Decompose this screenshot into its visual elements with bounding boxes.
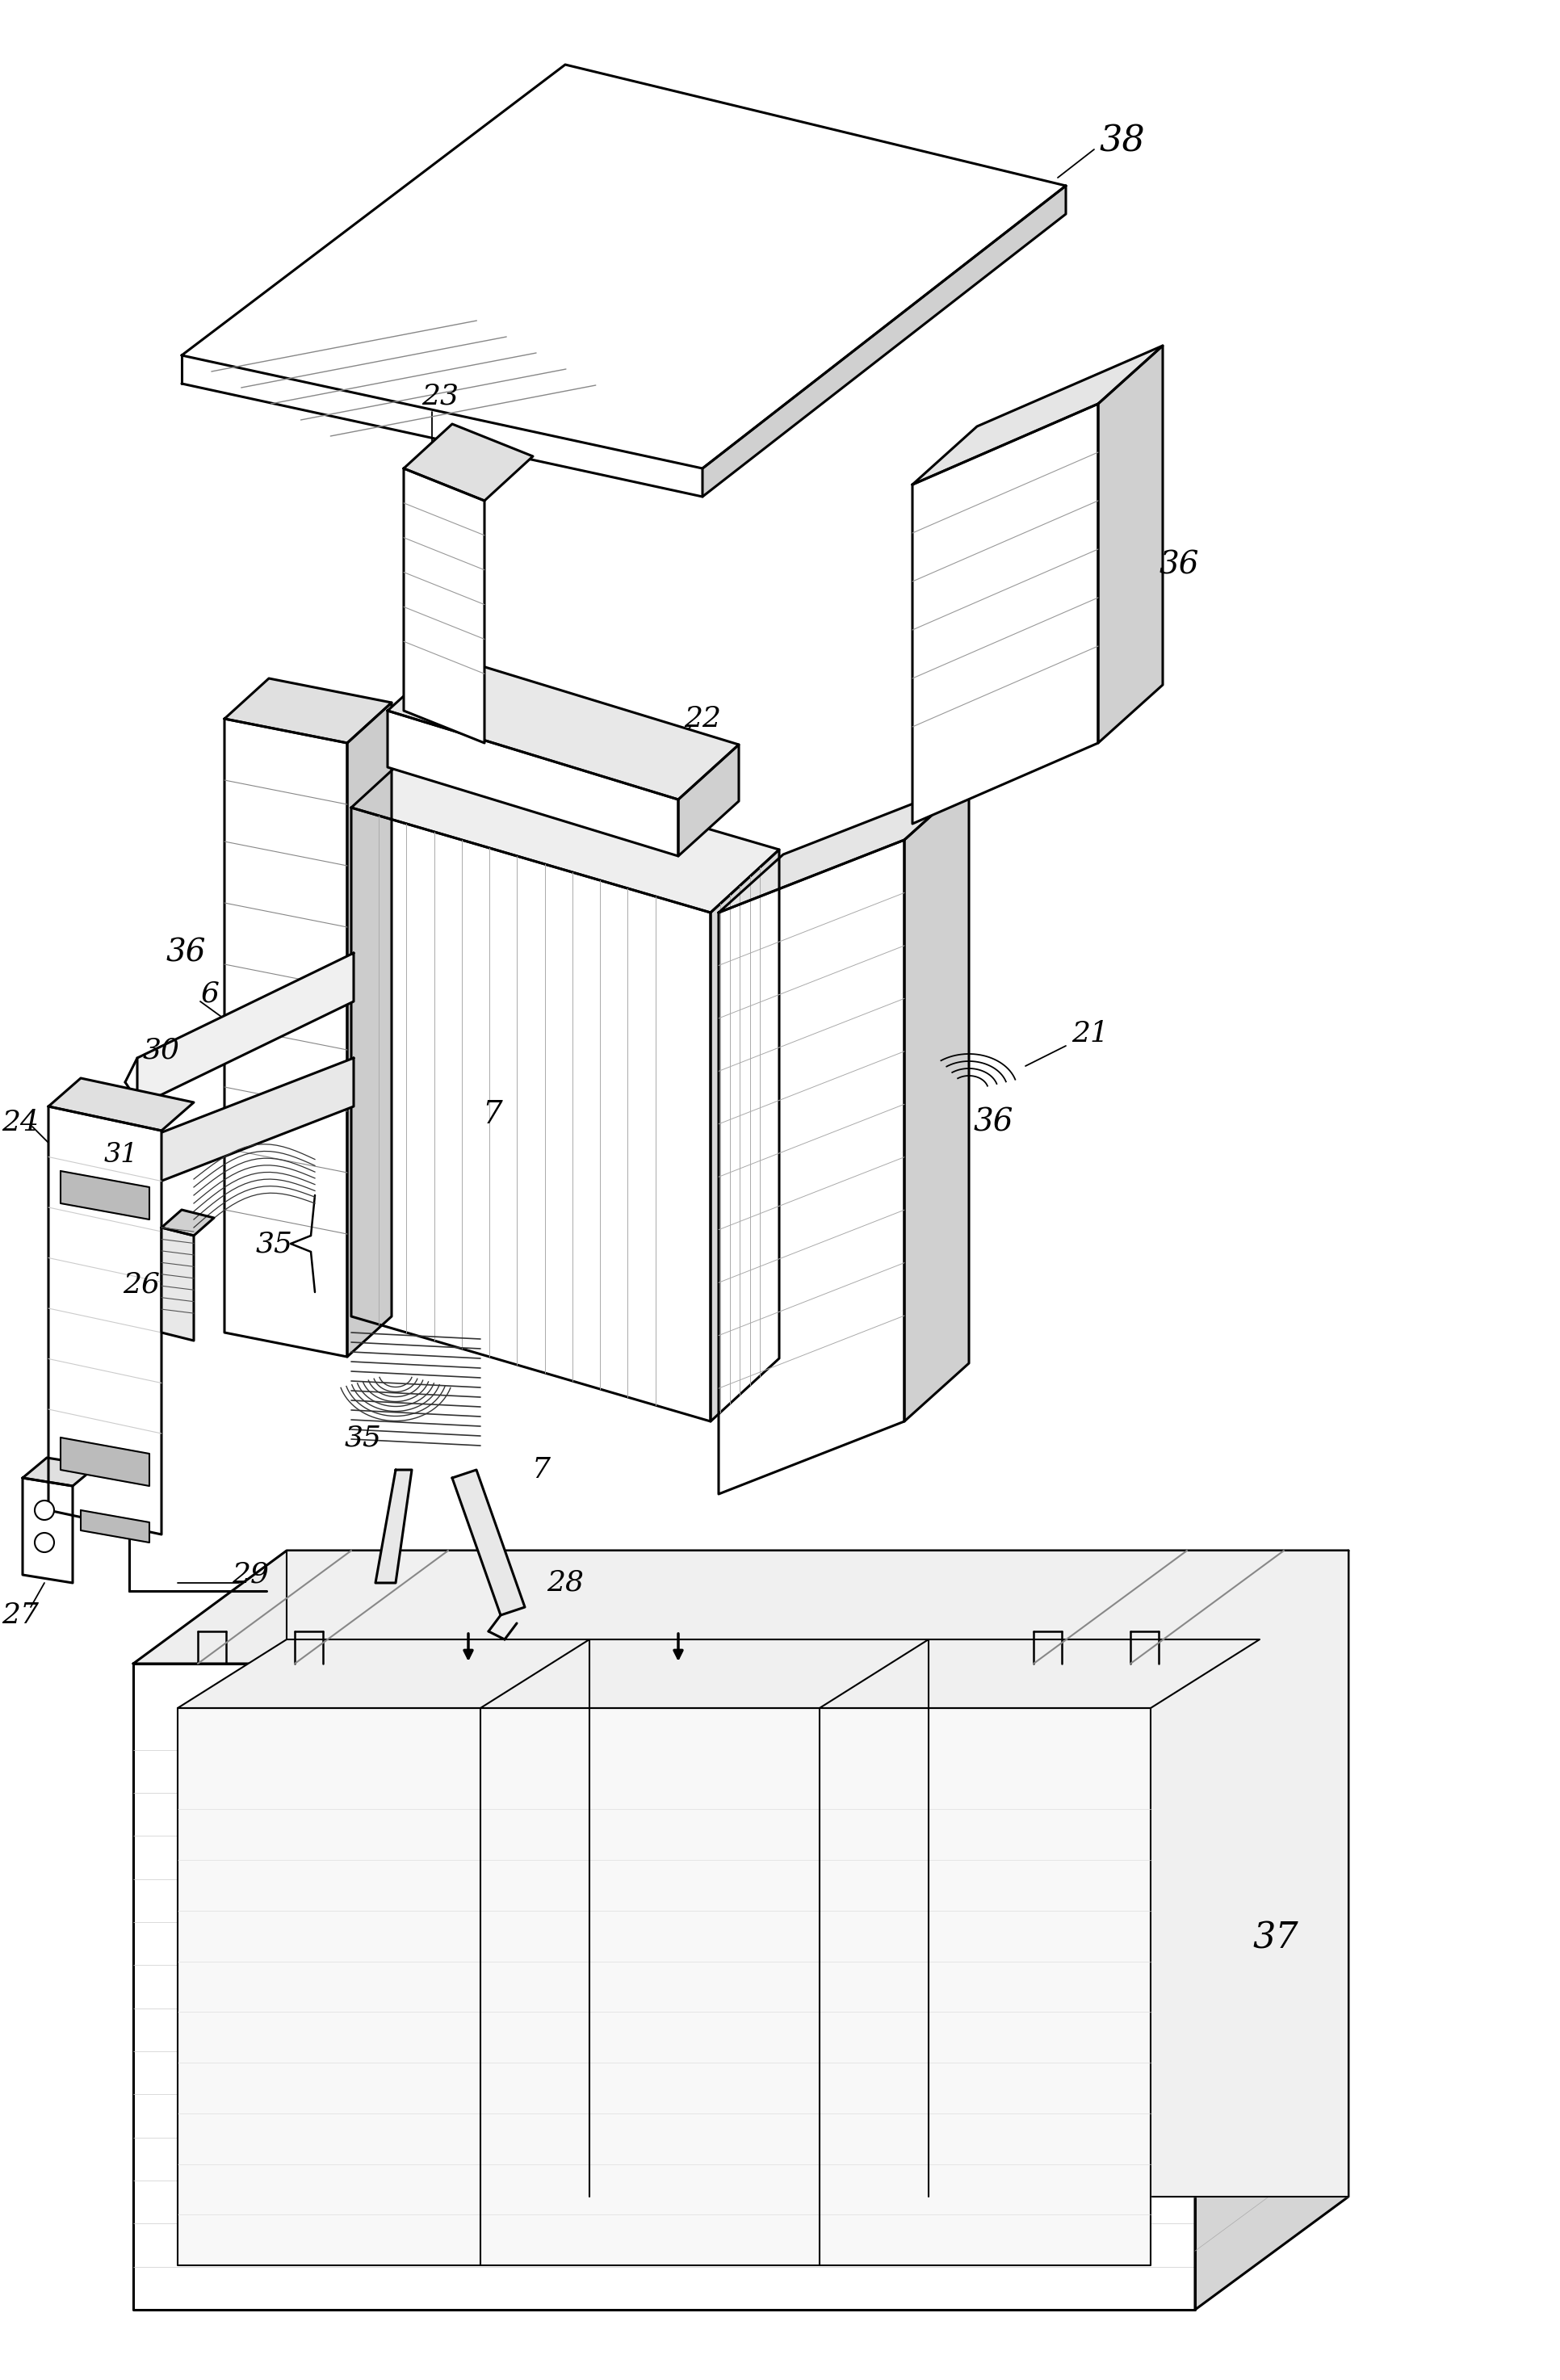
Polygon shape	[913, 405, 1098, 823]
Polygon shape	[178, 1709, 1150, 2266]
Polygon shape	[913, 345, 1162, 486]
Polygon shape	[61, 1438, 150, 1485]
Text: 7: 7	[482, 1100, 502, 1130]
Text: 21: 21	[1070, 1021, 1108, 1047]
Polygon shape	[178, 1640, 1259, 1709]
Polygon shape	[133, 1664, 1195, 2309]
Text: 30: 30	[144, 1035, 179, 1064]
Polygon shape	[903, 781, 969, 1421]
Polygon shape	[718, 840, 903, 1495]
Polygon shape	[161, 1209, 214, 1235]
Polygon shape	[181, 64, 1065, 469]
Text: 31: 31	[105, 1142, 139, 1169]
Text: 29: 29	[231, 1561, 268, 1587]
Text: 36: 36	[1158, 550, 1198, 581]
Text: 36: 36	[973, 1107, 1012, 1138]
Text: 36: 36	[165, 938, 206, 969]
Polygon shape	[48, 1107, 161, 1535]
Text: 24: 24	[2, 1109, 39, 1135]
Text: 28: 28	[546, 1568, 583, 1597]
Polygon shape	[718, 781, 969, 912]
Polygon shape	[702, 186, 1065, 497]
Polygon shape	[1195, 1552, 1348, 2309]
Text: 23: 23	[421, 383, 459, 409]
Text: 27: 27	[2, 1602, 39, 1628]
Polygon shape	[145, 1059, 354, 1188]
Polygon shape	[452, 1471, 524, 1616]
Polygon shape	[81, 1511, 150, 1542]
Polygon shape	[346, 702, 392, 1357]
Polygon shape	[133, 1552, 1348, 1664]
Polygon shape	[376, 1471, 412, 1583]
Polygon shape	[225, 719, 346, 1357]
Polygon shape	[404, 424, 532, 500]
Polygon shape	[679, 745, 738, 857]
Circle shape	[34, 1533, 55, 1552]
Polygon shape	[387, 712, 679, 857]
Polygon shape	[225, 678, 392, 743]
Text: 37: 37	[1253, 1921, 1298, 1956]
Polygon shape	[48, 1078, 193, 1130]
Text: 22: 22	[683, 704, 721, 733]
Text: 38: 38	[1098, 124, 1145, 159]
Polygon shape	[22, 1457, 97, 1485]
Polygon shape	[22, 1478, 73, 1583]
Polygon shape	[137, 952, 354, 1107]
Polygon shape	[287, 1552, 1348, 2197]
Text: 35: 35	[256, 1230, 293, 1257]
Text: 6: 6	[201, 981, 218, 1007]
Polygon shape	[387, 657, 738, 800]
Text: 26: 26	[123, 1271, 159, 1297]
Text: 35: 35	[345, 1423, 382, 1452]
Polygon shape	[1098, 345, 1162, 743]
Polygon shape	[351, 807, 710, 1421]
Polygon shape	[61, 1171, 150, 1219]
Polygon shape	[710, 850, 778, 1421]
Polygon shape	[351, 745, 778, 912]
Polygon shape	[161, 1228, 193, 1340]
Polygon shape	[404, 469, 484, 743]
Text: 7: 7	[532, 1457, 551, 1483]
Circle shape	[34, 1499, 55, 1521]
